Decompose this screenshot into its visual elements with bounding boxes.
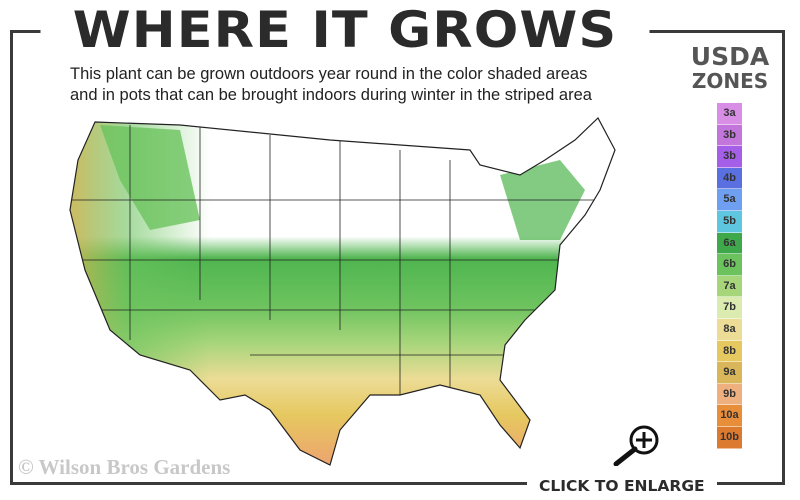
legend-zone-7b: 7b	[717, 297, 742, 319]
legend-zone-5b: 5b	[717, 210, 742, 233]
legend-zone-8a: 8a	[717, 318, 742, 341]
subtitle-line-1: This plant can be grown outdoors year ro…	[70, 65, 588, 83]
legend-zone-9b: 9b	[717, 383, 742, 406]
legend-zone-6b: 6b	[717, 254, 742, 276]
legend-title-line-1: USDA	[690, 42, 770, 71]
subtitle: This plant can be grown outdoors year ro…	[70, 64, 630, 106]
legend-zone-8b: 8b	[717, 340, 742, 363]
legend-zone-3b: 3b	[717, 124, 742, 147]
legend-zone-5a: 5a	[717, 189, 742, 211]
legend-zone-7a: 7a	[717, 275, 742, 298]
legend-title-line-2: ZONES	[691, 69, 769, 93]
subtitle-line-2: and in pots that can be brought indoors …	[70, 86, 592, 104]
legend-zone-10a: 10a	[717, 405, 742, 427]
legend-zone-9a: 9a	[717, 362, 742, 384]
page-title: WHERE IT GROWS	[40, 2, 650, 58]
legend-zone-3b: 3b	[717, 146, 742, 168]
magnifier-plus-icon[interactable]	[608, 422, 664, 466]
legend-zone-4b: 4b	[717, 167, 742, 190]
click-to-enlarge-link[interactable]: CLICK TO ENLARGE	[527, 474, 717, 498]
legend-zone-6a: 6a	[717, 232, 742, 255]
watermark: © Wilson Bros Gardens	[18, 455, 231, 479]
zone-legend: 3a 3b 3b 4b 5a 5b 6a 6b 7a 7b 8a 8b 9a 9b 10a 10b	[717, 103, 742, 449]
state-borders	[70, 120, 600, 395]
northwest-zone	[100, 125, 200, 230]
usda-zone-map[interactable]	[55, 105, 675, 470]
legend-title: USDA ZONES	[680, 44, 780, 94]
legend-zone-3a: 3a	[717, 103, 742, 125]
legend-zone-10b: 10b	[717, 426, 742, 449]
